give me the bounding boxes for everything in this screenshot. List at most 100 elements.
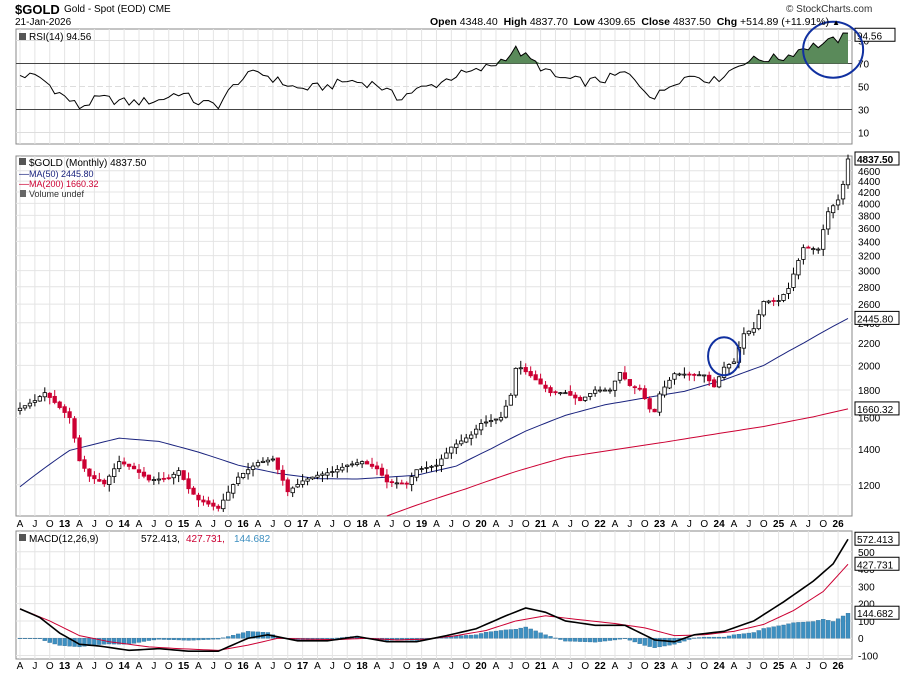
candle-body [548,387,553,394]
price-x-tick-label: O [700,519,708,530]
macd-histogram-bar [37,638,42,639]
price-x-tick-label: A [17,519,24,530]
candle-body [107,475,112,485]
price-legend-icon [19,158,26,165]
price-x-tick-label: O [641,519,649,530]
macd-x-tick-label: O [284,661,292,672]
price-x-tick-label: 13 [59,519,71,530]
candle-body [231,484,236,494]
macd-histogram-bar [191,638,196,641]
candle-body [518,367,523,370]
macd-histogram-bar [493,630,499,639]
macd-histogram-bar [657,638,662,648]
candle-body [196,494,201,501]
price-x-tick-label: J [330,519,335,530]
macd-histogram-bar [77,638,82,648]
ma200-line [386,408,849,517]
candle-body [459,440,464,445]
candle-body [379,467,385,476]
price-tick-label: 3600 [858,224,881,235]
macd-histogram-bar [830,621,836,639]
macd-x-tick-label: A [552,661,559,672]
ma50-line [19,317,849,488]
candle-body [597,389,603,392]
macd-x-tick-label: O [343,661,351,672]
candle-body [622,372,628,380]
candle-body [692,373,697,376]
low-value: 4309.65 [597,16,636,28]
macd-x-tick-label: 21 [535,661,547,672]
close-label: Close [641,16,670,28]
macd-histogram-bar [42,638,47,641]
price-x-tick-label: A [195,519,202,530]
candle-body [835,199,841,206]
candle-body [578,397,583,402]
candle-body [816,248,821,251]
macd-x-tick-label: J [508,661,513,672]
macd-x-tick-label: O [522,661,530,672]
price-x-tick-label: J [92,519,97,530]
macd-histogram-bar [761,628,766,639]
candle-body [226,491,231,501]
candle-body [305,478,310,482]
low-label: Low [573,16,595,28]
macd-x-tick-label: 24 [714,661,726,672]
price-tick-label: 2600 [858,300,881,311]
price-tick-label: 4600 [858,167,881,178]
macd-histogram-bar [226,636,231,639]
candle-body [563,392,568,395]
high-value: 4837.70 [529,16,568,28]
price-x-tick-label: J [211,519,216,530]
candle-body [533,374,538,381]
candle-body [270,458,275,461]
macd-histogram-bar [161,638,166,640]
macd-x-tick-label: A [374,661,381,672]
macd-histogram-bar [563,638,568,642]
macd-tick-label: 300 [858,582,875,593]
macd-histogram-bar [642,638,647,646]
price-x-tick-label: A [731,519,738,530]
macd-histogram-bar [141,638,147,642]
candle-body [112,468,117,477]
price-x-tick-label: A [136,519,143,530]
chg-value: +514.89 (+11.91%) [740,16,830,28]
candle-body [761,301,766,316]
macd-x-tick-label: 19 [416,661,428,672]
macd-histogram-bar [131,638,137,644]
price-x-tick-label: 20 [476,519,488,530]
macd-line [19,538,849,653]
macd-histogram-bar [711,636,717,639]
candle-body [250,465,256,470]
candle-body [439,458,444,466]
price-tick-label: 1200 [858,481,881,492]
candle-body [42,392,47,398]
candle-body [300,480,305,485]
price-x-tick-label: A [790,519,797,530]
macd-x-tick-label: A [314,661,321,672]
macd-histogram-bar [255,631,261,639]
price-x-tick-label: J [449,519,454,530]
candle-body [201,499,206,503]
macd-histogram-bar [543,634,548,639]
candle-body [364,461,370,465]
macd-x-tick-label: 25 [773,661,785,672]
macd-x-tick-label: A [136,661,143,672]
candle-body [756,314,761,330]
candle-body [17,407,23,412]
candle-body [667,379,672,389]
rsi-legend-label: RSI(14) 94.56 [29,32,92,43]
price-tick-label: 3000 [858,267,881,278]
candle-body [22,405,28,409]
macd-histogram-bar [27,638,33,639]
candle-body [583,396,588,401]
high-label: High [503,16,527,28]
macd-histogram-bar [622,638,628,639]
price-last-close-box [854,151,900,166]
rsi-overbought-fill [495,32,848,64]
macd-legend-label: MACD(12,26,9) [29,534,98,545]
candle-body [826,211,831,230]
macd-histogram-bar [156,638,161,640]
price-x-tick-label: A [433,519,440,530]
price-x-tick-label: O [819,519,827,530]
candle-body [37,396,42,402]
